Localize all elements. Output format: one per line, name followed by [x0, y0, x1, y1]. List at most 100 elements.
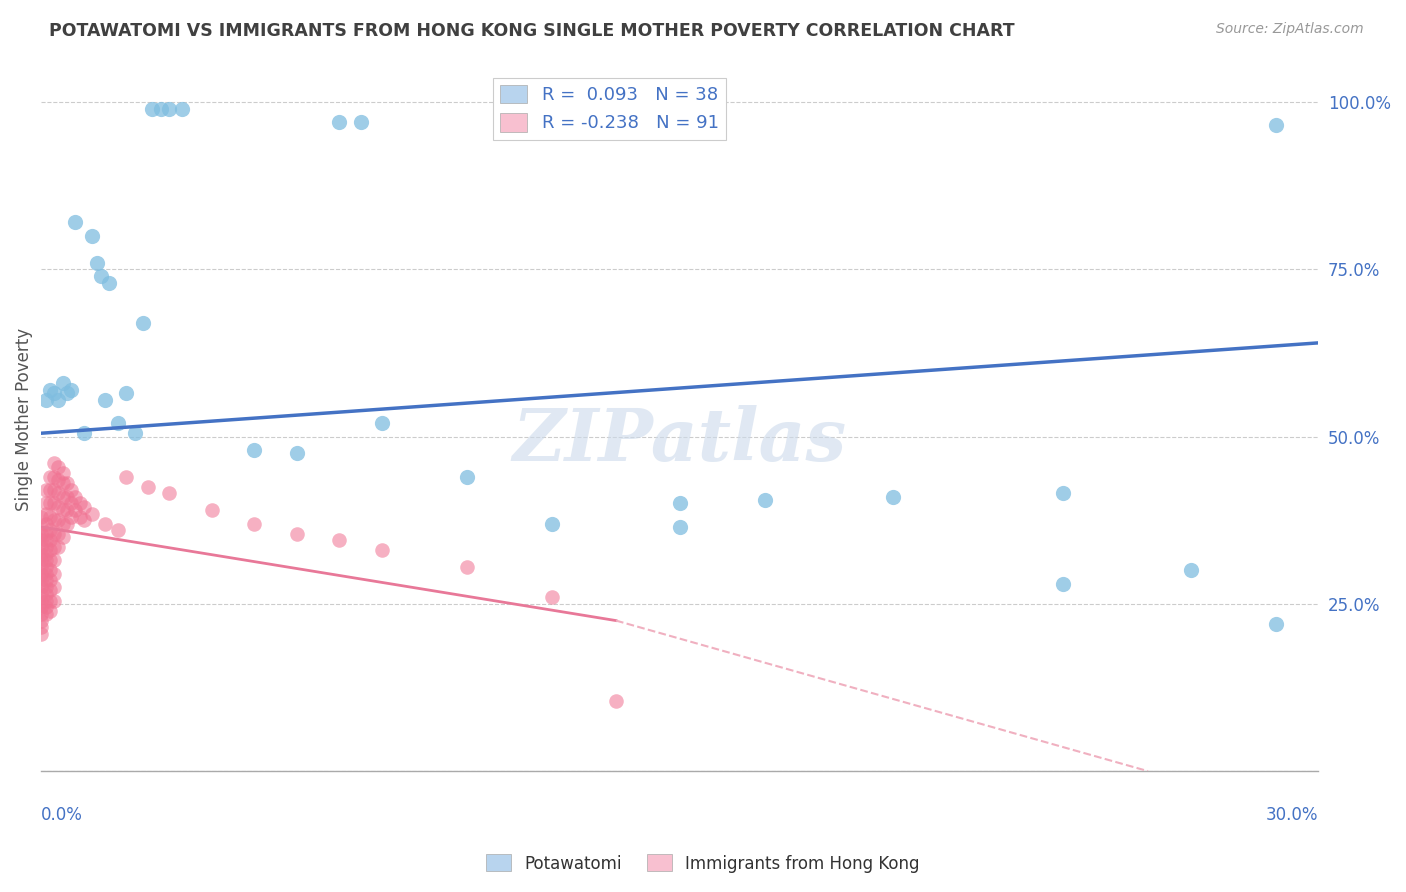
Point [52, 376, 75, 390]
Point [115, 469, 138, 483]
Point [30, 520, 52, 534]
Point [30, 600, 52, 615]
Point [42, 553, 65, 567]
Text: 0.0%: 0.0% [41, 806, 83, 824]
Point [30, 553, 52, 567]
Point [669, 496, 692, 510]
Point [34, 516, 56, 531]
Point [56, 516, 79, 531]
Point [60, 509, 83, 524]
Text: ZIPatlas: ZIPatlas [513, 405, 846, 476]
Point [38, 523, 60, 537]
Point [124, 426, 146, 441]
Point [349, 115, 371, 129]
Point [60, 483, 83, 497]
Point [1264, 616, 1286, 631]
Point [69, 509, 91, 524]
Point [107, 416, 129, 430]
Point [56, 503, 79, 517]
Point [42, 483, 65, 497]
Point [34, 560, 56, 574]
Point [1264, 119, 1286, 133]
Point [56, 490, 79, 504]
Point [48, 473, 70, 487]
Point [52, 467, 75, 481]
Point [42, 593, 65, 607]
Point [30, 580, 52, 594]
Point [882, 490, 904, 504]
Point [60, 383, 83, 397]
Point [157, 102, 180, 116]
Point [30, 620, 52, 634]
Point [541, 590, 564, 604]
Point [30, 587, 52, 601]
Point [34, 533, 56, 548]
Point [42, 469, 65, 483]
Point [73, 513, 96, 527]
Point [48, 392, 70, 407]
Point [30, 560, 52, 574]
Point [52, 476, 75, 491]
Point [34, 574, 56, 588]
Point [243, 516, 266, 531]
Legend: Potawatomi, Immigrants from Hong Kong: Potawatomi, Immigrants from Hong Kong [479, 847, 927, 880]
Point [34, 593, 56, 607]
Point [82, 228, 104, 243]
Point [170, 102, 193, 116]
Point [48, 500, 70, 514]
Point [48, 526, 70, 541]
Point [115, 386, 138, 401]
Point [149, 102, 172, 116]
Point [65, 490, 87, 504]
Point [30, 614, 52, 628]
Point [38, 496, 60, 510]
Point [42, 456, 65, 470]
Point [30, 627, 52, 641]
Point [285, 446, 308, 460]
Point [38, 583, 60, 598]
Point [94, 392, 117, 407]
Point [48, 513, 70, 527]
Point [328, 533, 350, 548]
Point [52, 490, 75, 504]
Point [541, 516, 564, 531]
Point [157, 486, 180, 500]
Point [107, 523, 129, 537]
Point [605, 694, 627, 708]
Point [38, 593, 60, 607]
Point [48, 486, 70, 500]
Point [754, 493, 776, 508]
Point [38, 469, 60, 483]
Point [30, 547, 52, 561]
Point [285, 526, 308, 541]
Point [38, 509, 60, 524]
Point [65, 215, 87, 229]
Point [90, 268, 112, 283]
Point [34, 526, 56, 541]
Text: POTAWATOMI VS IMMIGRANTS FROM HONG KONG SINGLE MOTHER POVERTY CORRELATION CHART: POTAWATOMI VS IMMIGRANTS FROM HONG KONG … [49, 22, 1015, 40]
Legend: R =  0.093   N = 38, R = -0.238   N = 91: R = 0.093 N = 38, R = -0.238 N = 91 [494, 78, 725, 140]
Point [34, 566, 56, 581]
Point [371, 416, 394, 430]
Point [38, 543, 60, 558]
Point [42, 566, 65, 581]
Point [141, 102, 163, 116]
Point [30, 540, 52, 554]
Point [1052, 486, 1074, 500]
Point [42, 496, 65, 510]
Point [371, 543, 394, 558]
Point [42, 513, 65, 527]
Point [30, 574, 52, 588]
Point [69, 496, 91, 510]
Point [38, 483, 60, 497]
Point [34, 496, 56, 510]
Point [73, 426, 96, 441]
Point [34, 483, 56, 497]
Point [82, 507, 104, 521]
Point [65, 503, 87, 517]
Point [98, 276, 121, 290]
Point [136, 480, 159, 494]
Point [669, 520, 692, 534]
Point [132, 316, 155, 330]
Point [56, 476, 79, 491]
